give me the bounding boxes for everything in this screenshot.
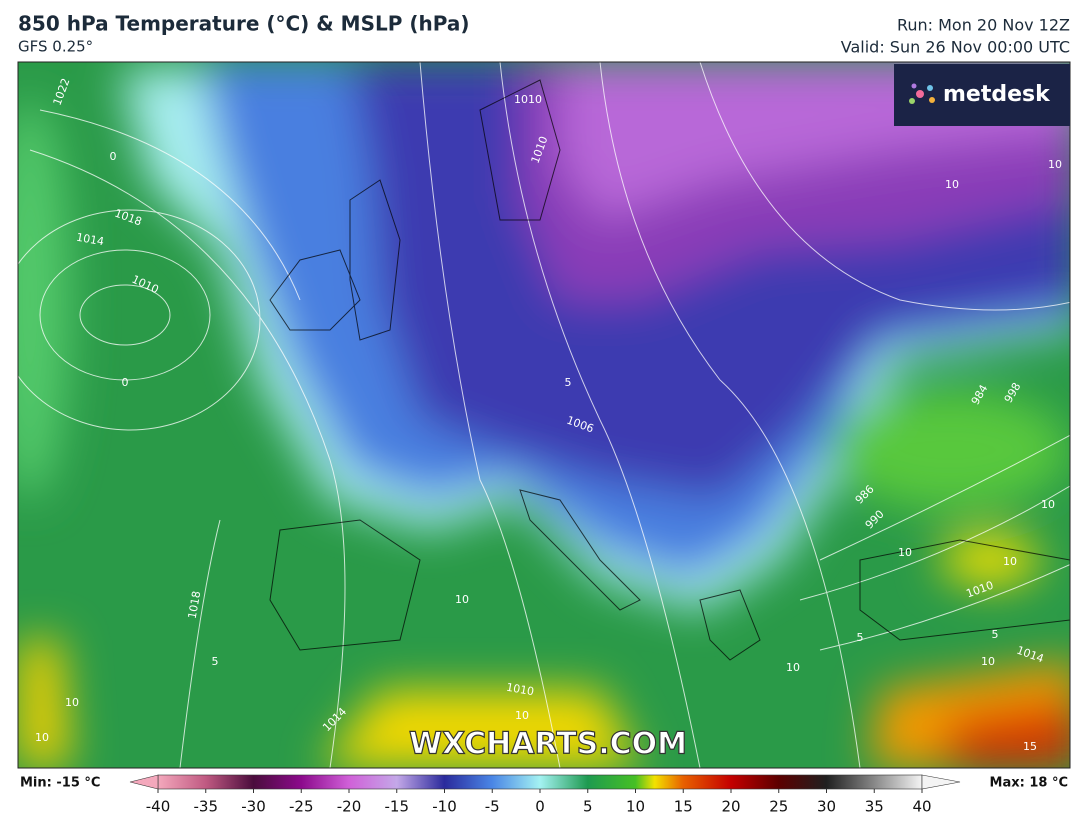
- map-label: 5: [212, 655, 219, 668]
- colorbar-tick-label: 10: [626, 798, 645, 816]
- map-frame: [17, 61, 1071, 769]
- map-label: 10: [945, 178, 959, 191]
- colorbar: -40 -35 -30 -25 -20 -15 -10 -5 0 5 10 15 20 25 30 35 40: [129, 774, 961, 816]
- map-label: 10: [1041, 498, 1055, 511]
- map-label: 5: [857, 631, 864, 644]
- colorbar-tick-label: -30: [241, 798, 266, 816]
- colorbar-tick-label: -10: [432, 798, 457, 816]
- watermark: WXCHARTS.COM: [409, 727, 687, 762]
- map-label: 10: [1048, 158, 1062, 171]
- map-label: 10: [35, 731, 49, 744]
- map-label: 10: [65, 696, 79, 709]
- colorbar-tick-label: -20: [337, 798, 362, 816]
- map-label: 10: [786, 661, 800, 674]
- map-label: 0: [110, 150, 117, 163]
- map-label: 10: [1003, 555, 1017, 568]
- map-label: 5: [565, 376, 572, 389]
- logo-text: metdesk: [943, 82, 1051, 107]
- colorbar-tick-label: -5: [485, 798, 500, 816]
- colorbar-high-arrow: [921, 774, 961, 790]
- colorbar-tick-label: 35: [865, 798, 884, 816]
- colorbar-tick-label: 25: [769, 798, 788, 816]
- colorbar-tick-label: 15: [674, 798, 693, 816]
- map-label: 10: [898, 546, 912, 559]
- title: 850 hPa Temperature (°C) & MSLP (hPa): [18, 12, 469, 36]
- map-label: 10: [981, 655, 995, 668]
- map-label: 1010: [505, 681, 535, 699]
- temperature-field: [18, 62, 1070, 768]
- map-label: 1018: [186, 590, 204, 620]
- colorbar-tick-label: 0: [535, 798, 545, 816]
- colorbar-max: Max: 18 °C: [990, 776, 1068, 791]
- colorbar-tick-label: -40: [146, 798, 171, 816]
- map-label: 0: [122, 376, 129, 389]
- map-label: 10: [455, 593, 469, 606]
- map-label: 15: [1023, 740, 1037, 753]
- colorbar-tick-label: 20: [721, 798, 740, 816]
- run-time: Run: Mon 20 Nov 12Z: [897, 16, 1070, 35]
- colorbar-min: Min: -15 °C: [20, 776, 100, 791]
- logo-icon: [909, 83, 935, 104]
- map-label: 1010: [514, 93, 542, 106]
- colorbar-tick-label: 30: [817, 798, 836, 816]
- coastlines: [269, 79, 1070, 661]
- valid-time: Valid: Sun 26 Nov 00:00 UTC: [841, 38, 1070, 57]
- colorbar-low-arrow: [129, 774, 159, 790]
- colorbar-tick-label: -25: [289, 798, 314, 816]
- colorbar-tick-label: 5: [583, 798, 593, 816]
- colorbar-tick-label: -15: [385, 798, 410, 816]
- model: GFS 0.25°: [18, 38, 93, 56]
- isobars: [18, 62, 1070, 768]
- map-label: 1014: [75, 231, 105, 249]
- map-label: 10: [515, 709, 529, 722]
- colorbar-bar: [157, 774, 923, 790]
- map-label: 5: [992, 628, 999, 641]
- colorbar-tick-label: -35: [194, 798, 219, 816]
- colorbar-tick-label: 40: [912, 798, 931, 816]
